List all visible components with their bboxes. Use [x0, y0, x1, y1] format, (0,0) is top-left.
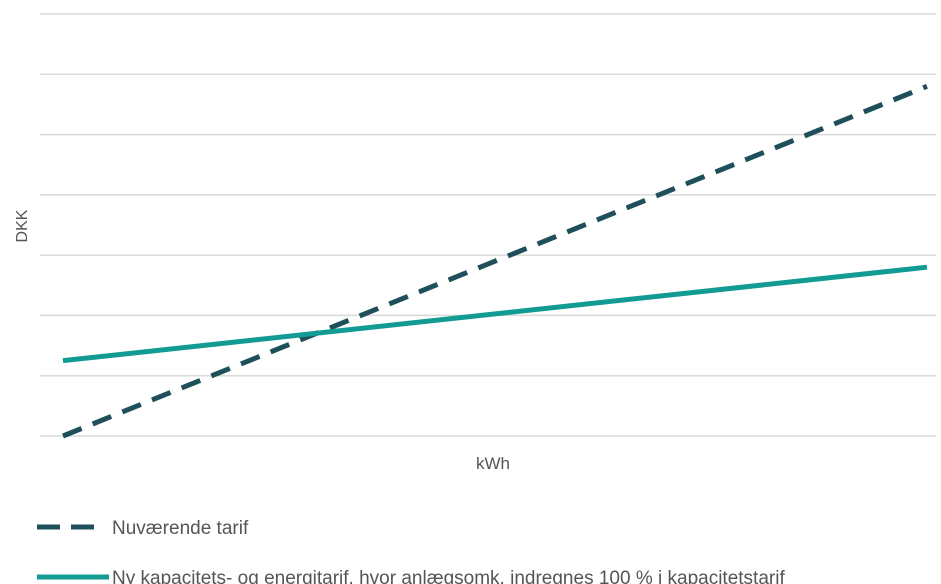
x-axis-label: kWh [476, 454, 510, 473]
series-line-current-tariff [62, 84, 928, 439]
legend-label: Ny kapacitets- og energitarif, hvor anlæ… [112, 568, 785, 584]
legend-label: Nuværende tarif [112, 518, 249, 539]
legend: Nuværende tarif Ny kapacitets- og energit… [37, 518, 785, 584]
series-line-new-tariff [62, 264, 928, 364]
series-lines [62, 84, 928, 439]
gridlines [40, 13, 936, 437]
y-axis-label: DKK [14, 209, 31, 242]
